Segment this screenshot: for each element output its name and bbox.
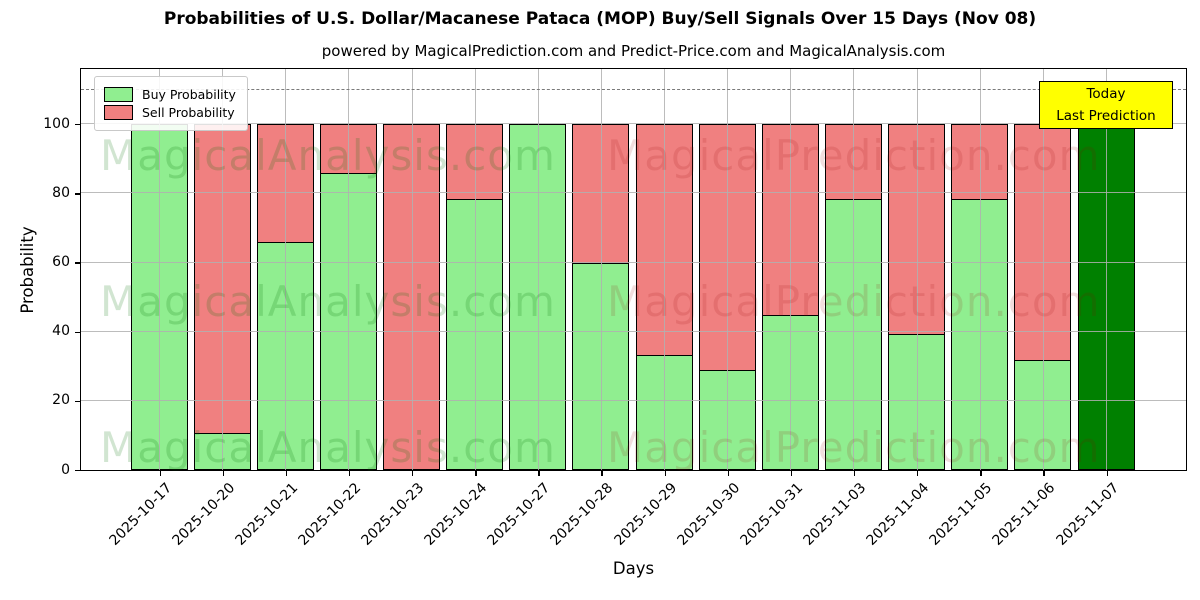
x-tick-mark bbox=[475, 470, 477, 476]
x-tick-label: 2025-10-27 bbox=[484, 479, 554, 549]
x-tick-mark bbox=[664, 470, 666, 476]
x-tick-label: 2025-10-23 bbox=[358, 479, 428, 549]
x-tick-mark bbox=[790, 470, 793, 476]
gridline-h bbox=[81, 261, 1186, 263]
gridline-h bbox=[81, 399, 1186, 401]
gridline-h bbox=[81, 330, 1186, 332]
gridline-v bbox=[853, 69, 855, 470]
x-tick-mark bbox=[601, 470, 603, 476]
y-tick-label: 20 bbox=[52, 392, 70, 409]
gridline-v bbox=[285, 69, 287, 470]
x-tick-label: 2025-10-22 bbox=[295, 479, 365, 549]
x-tick-mark bbox=[285, 470, 288, 476]
x-tick-label: 2025-11-06 bbox=[989, 479, 1059, 549]
x-tick-label: 2025-10-31 bbox=[737, 479, 807, 549]
x-tick-mark bbox=[980, 470, 982, 476]
today-annotation: Today Last Prediction bbox=[1039, 81, 1173, 129]
buy-swatch-icon bbox=[104, 87, 133, 102]
x-axis-label: Days bbox=[612, 559, 655, 578]
x-tick-mark bbox=[727, 470, 730, 476]
x-tick-label: 2025-10-30 bbox=[674, 479, 744, 549]
x-tick-mark bbox=[348, 470, 351, 476]
legend-item: Sell Probability bbox=[104, 105, 236, 120]
y-tick-mark bbox=[75, 469, 80, 472]
today-annotation-line2: Last Prediction bbox=[1056, 107, 1156, 124]
y-tick-label: 100 bbox=[43, 115, 70, 132]
x-tick-label: 2025-10-20 bbox=[169, 479, 238, 549]
y-tick-label: 60 bbox=[52, 254, 70, 271]
threshold-dashed-line bbox=[81, 88, 1186, 90]
plot-area: MagicalAnalysis.comMagicalPrediction.com… bbox=[80, 68, 1187, 472]
gridline-v bbox=[222, 69, 224, 470]
gridline-v bbox=[474, 69, 476, 470]
gridline-v bbox=[1106, 69, 1107, 470]
gridline-v bbox=[1042, 69, 1044, 470]
gridline-v bbox=[537, 69, 539, 470]
gridline-h bbox=[81, 123, 1186, 125]
x-tick-mark bbox=[222, 470, 224, 476]
x-tick-label: 2025-10-28 bbox=[547, 479, 617, 549]
gridline-v bbox=[411, 69, 413, 470]
x-tick-mark bbox=[1106, 470, 1108, 476]
x-tick-label: 2025-10-21 bbox=[232, 479, 302, 549]
x-tick-label: 2025-10-17 bbox=[105, 479, 175, 549]
gridline-v bbox=[916, 69, 918, 470]
chart-subtitle: powered by MagicalPrediction.com and Pre… bbox=[321, 42, 946, 60]
gridline-v bbox=[348, 69, 350, 470]
gridline-h bbox=[81, 192, 1186, 194]
x-tick-label: 2025-10-24 bbox=[421, 479, 491, 549]
x-tick-mark bbox=[853, 470, 856, 476]
gridline-v bbox=[790, 69, 792, 470]
legend-label: Sell Probability bbox=[142, 105, 235, 120]
gridline-v bbox=[727, 69, 729, 470]
legend-label: Buy Probability bbox=[142, 87, 236, 102]
sell-swatch-icon bbox=[104, 105, 133, 120]
x-tick-label: 2025-11-07 bbox=[1052, 479, 1122, 549]
y-tick-mark bbox=[75, 262, 80, 264]
y-tick-mark bbox=[75, 193, 80, 195]
y-tick-label: 40 bbox=[52, 323, 70, 340]
gridline-v bbox=[979, 69, 981, 470]
chart-title: Probabilities of U.S. Dollar/Macanese Pa… bbox=[163, 9, 1037, 29]
today-annotation-line1: Today bbox=[1086, 86, 1126, 102]
y-tick-label: 80 bbox=[52, 184, 70, 201]
x-tick-mark bbox=[538, 470, 540, 476]
gridline-v bbox=[159, 69, 160, 470]
x-tick-mark bbox=[1043, 470, 1045, 476]
x-tick-label: 2025-10-29 bbox=[610, 479, 680, 549]
gridline-v bbox=[664, 69, 665, 470]
x-tick-mark bbox=[412, 470, 414, 476]
y-tick-mark bbox=[75, 400, 80, 403]
x-tick-label: 2025-11-03 bbox=[800, 479, 870, 549]
x-tick-label: 2025-11-04 bbox=[863, 479, 933, 549]
legend: Buy Probability Sell Probability bbox=[94, 76, 248, 131]
x-tick-mark bbox=[159, 470, 161, 476]
y-tick-label: 0 bbox=[61, 461, 70, 478]
y-tick-mark bbox=[75, 331, 80, 333]
x-tick-label: 2025-11-05 bbox=[926, 479, 996, 549]
gridline-v bbox=[600, 69, 602, 470]
legend-item: Buy Probability bbox=[104, 87, 236, 102]
x-tick-mark bbox=[917, 470, 919, 476]
y-tick-mark bbox=[75, 124, 80, 126]
